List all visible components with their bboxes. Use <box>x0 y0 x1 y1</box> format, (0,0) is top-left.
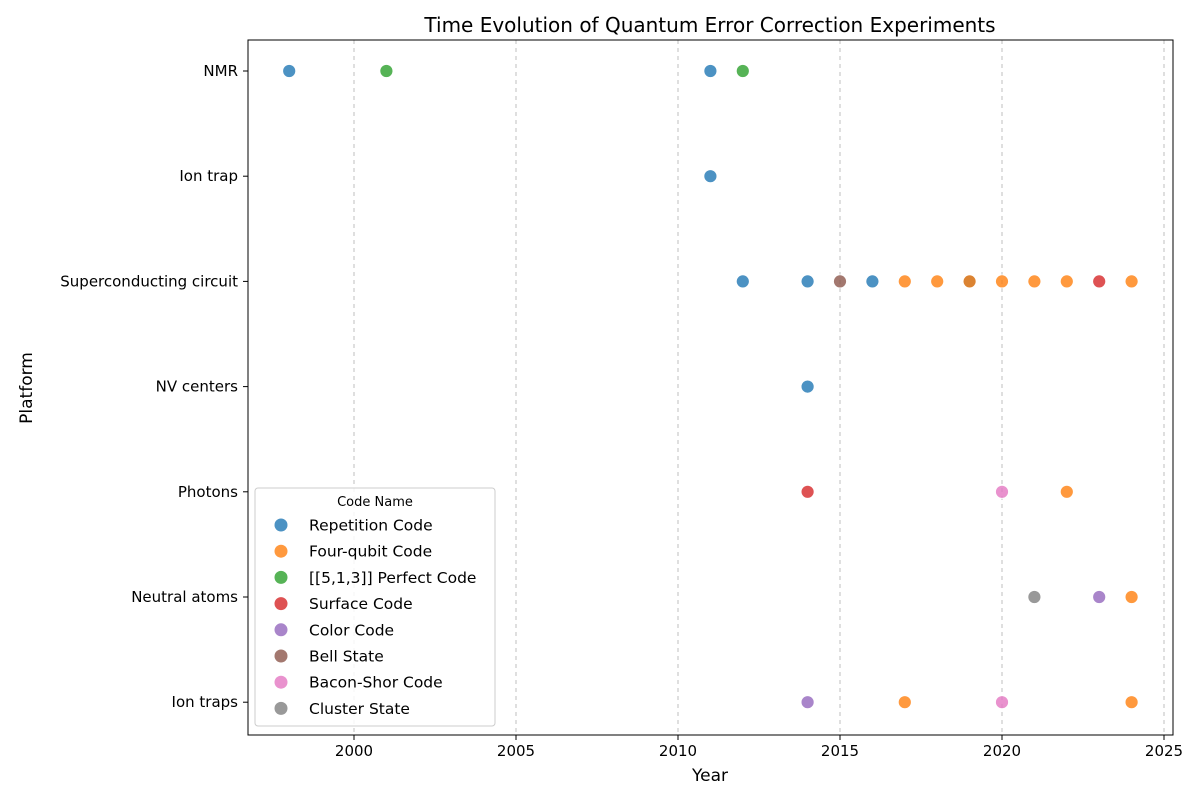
data-point <box>833 274 847 289</box>
data-point <box>282 64 297 78</box>
y-tick-label: Photons <box>178 483 238 501</box>
data-point <box>1124 695 1139 710</box>
legend-label: Four-qubit Code <box>309 543 432 561</box>
data-point <box>1027 274 1042 289</box>
data-point <box>897 695 912 710</box>
data-point <box>1092 274 1107 289</box>
legend-label: Bell State <box>309 648 384 666</box>
y-tick-label: Neutral atoms <box>131 588 238 606</box>
data-point <box>1124 590 1139 604</box>
data-point <box>1059 484 1074 499</box>
plot-frame <box>247 39 1174 736</box>
data-point <box>735 64 750 78</box>
x-axis-label: Year <box>691 766 728 786</box>
data-point <box>897 274 912 289</box>
data-point <box>800 484 815 499</box>
y-axis-label: Platform <box>17 352 37 424</box>
data-point <box>865 274 880 289</box>
y-tick-label: Ion traps <box>172 693 239 711</box>
legend-marker <box>274 701 288 715</box>
legend-box <box>254 487 496 727</box>
data-point <box>995 484 1009 499</box>
x-tick-label: 2025 <box>1145 742 1183 760</box>
data-point <box>703 64 718 78</box>
y-tick-label: NMR <box>203 62 238 80</box>
legend-label: Cluster State <box>309 700 410 718</box>
data-points <box>282 64 1139 710</box>
chart-title: Time Evolution of Quantum Error Correcti… <box>423 13 995 37</box>
legend: Code Name Repetition Code Four-qubit Code [… <box>254 487 496 727</box>
data-point <box>800 274 815 289</box>
data-point <box>1092 590 1107 604</box>
data-point <box>1027 590 1042 604</box>
legend-marker <box>274 675 288 689</box>
legend-label: Color Code <box>309 621 394 639</box>
legend-marker <box>274 570 288 584</box>
x-tick-label: 2000 <box>335 742 373 760</box>
y-tick-label: Superconducting circuit <box>60 272 238 290</box>
y-tick-label: NV centers <box>156 378 239 396</box>
legend-label: [[5,1,3]] Perfect Code <box>309 569 476 587</box>
legend-label: Repetition Code <box>309 517 433 535</box>
x-tick-label: 2005 <box>497 742 535 760</box>
x-tick-label: 2015 <box>821 742 859 760</box>
x-tick-label: 2020 <box>983 742 1021 760</box>
legend-marker <box>274 544 288 558</box>
data-point <box>703 169 718 184</box>
legend-label: Surface Code <box>309 595 413 613</box>
legend-label: Bacon-Shor Code <box>309 674 443 692</box>
data-point <box>379 64 394 78</box>
data-point <box>930 274 945 289</box>
data-point <box>735 274 750 289</box>
data-point <box>1124 274 1139 289</box>
legend-title: Code Name <box>337 495 413 510</box>
x-tick-label: 2010 <box>659 742 697 760</box>
data-point <box>800 379 815 394</box>
legend-marker <box>274 649 288 663</box>
legend-marker <box>274 623 288 637</box>
axes: 2000 2005 2010 2015 2020 2025 NMR Ion trap Super… <box>60 39 1183 760</box>
legend-marker <box>274 597 288 611</box>
data-point <box>995 695 1009 710</box>
data-point <box>962 274 977 289</box>
data-point <box>995 274 1009 289</box>
data-point <box>800 695 815 710</box>
data-point <box>1059 274 1074 289</box>
legend-marker <box>274 518 288 532</box>
y-tick-label: Ion trap <box>179 167 238 185</box>
